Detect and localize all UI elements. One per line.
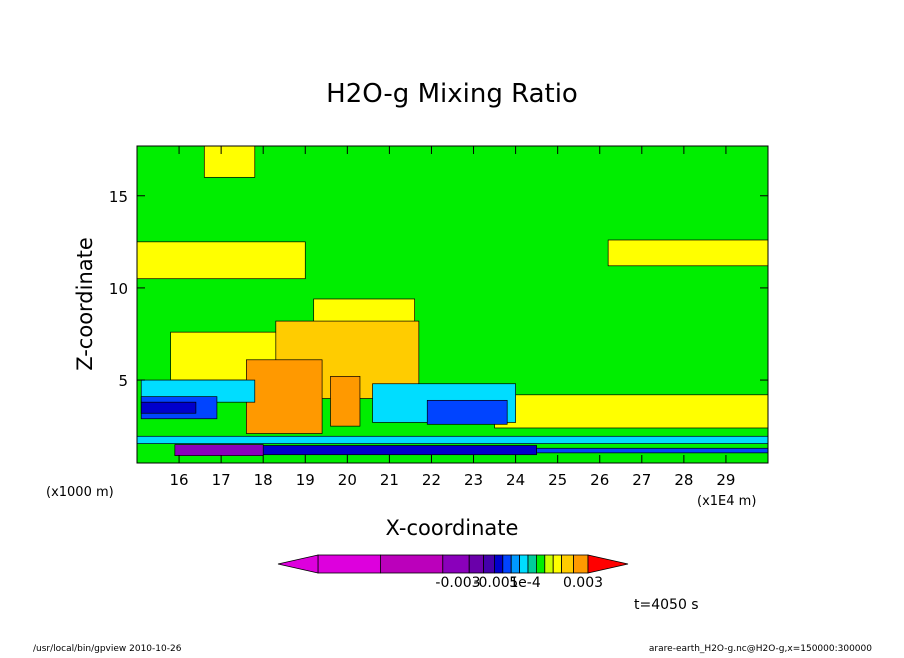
x-tick-label: 17 (212, 471, 231, 489)
x-tick-label: 27 (632, 471, 651, 489)
y-unit-label: (x1000 m) (46, 485, 114, 500)
chart-title: H2O-g Mixing Ratio (326, 79, 578, 109)
colorbar-segment (519, 554, 529, 574)
y-tick-label: 5 (118, 372, 128, 390)
colorbar-segment (536, 554, 546, 574)
contour-region-blue (536, 447, 768, 454)
time-label: t=4050 s (634, 597, 699, 613)
contour-region-orange (246, 359, 323, 434)
colorbar-segment (544, 554, 554, 574)
contour-region-purple (174, 444, 264, 456)
colorbar-segment (468, 554, 485, 574)
colorbar-segment (502, 554, 512, 574)
y-tick-label: 10 (109, 280, 128, 298)
contour-region-orange (330, 376, 361, 427)
x-axis-label: X-coordinate (386, 516, 519, 540)
colorbar-tick-label: -0.003 (435, 575, 480, 591)
colorbar-segment (561, 554, 574, 574)
contour-region-yellow (137, 241, 306, 280)
colorbar-segment (379, 554, 444, 574)
colorbar-segment (527, 554, 537, 574)
colorbar-segment (442, 554, 470, 574)
plot-area (137, 146, 768, 463)
x-tick-label: 19 (296, 471, 315, 489)
x-tick-label: 20 (338, 471, 357, 489)
footer-right: arare-earth_H2O-g.nc@H2O-g,x=150000:3000… (649, 644, 872, 654)
x-tick-label: 29 (716, 471, 735, 489)
contour-region-yellow (607, 239, 768, 267)
colorbar-segment (510, 554, 521, 574)
colorbar-segment (317, 554, 381, 574)
contour-region-yellow (313, 298, 415, 326)
x-axis-ticks: 16 17 18 19 20 21 22 23 24 25 26 27 28 29 (170, 146, 735, 489)
colorbar-tick-label: -0.001 (473, 575, 518, 591)
colorbar-high-arrow (587, 554, 629, 574)
x-tick-label: 23 (464, 471, 483, 489)
colorbar-tick-label: 0.003 (563, 575, 603, 591)
x-tick-label: 21 (380, 471, 399, 489)
contour-region-cyan (137, 435, 768, 444)
x-tick-label: 25 (548, 471, 567, 489)
x-tick-label: 22 (422, 471, 441, 489)
colorbar-low-arrow (277, 554, 319, 574)
x-tick-label: 18 (254, 471, 273, 489)
colorbar-segment (493, 554, 504, 574)
y-axis-ticks: 5 10 15 (109, 188, 768, 390)
x-tick-label: 24 (506, 471, 525, 489)
contour-region-yellow (203, 146, 256, 178)
x-unit-label: (x1E4 m) (697, 494, 756, 509)
y-tick-label: 15 (109, 188, 128, 206)
colorbar-segment (483, 554, 495, 574)
x-tick-label: 26 (590, 471, 609, 489)
colorbar-segment (552, 554, 563, 574)
footer-left: /usr/local/bin/gpview 2010-10-26 (33, 644, 182, 654)
x-tick-label: 28 (674, 471, 693, 489)
plot-frame (136, 145, 769, 464)
colorbar-tick-label: 5e-4 (509, 575, 541, 591)
contour-region-yellow (494, 394, 768, 429)
contour-region-blue (426, 399, 508, 425)
contour-region-dark-blue (140, 401, 197, 414)
colorbar-segment (573, 554, 589, 574)
x-tick-label: 16 (170, 471, 189, 489)
y-axis-label: Z-coordinate (73, 237, 97, 371)
